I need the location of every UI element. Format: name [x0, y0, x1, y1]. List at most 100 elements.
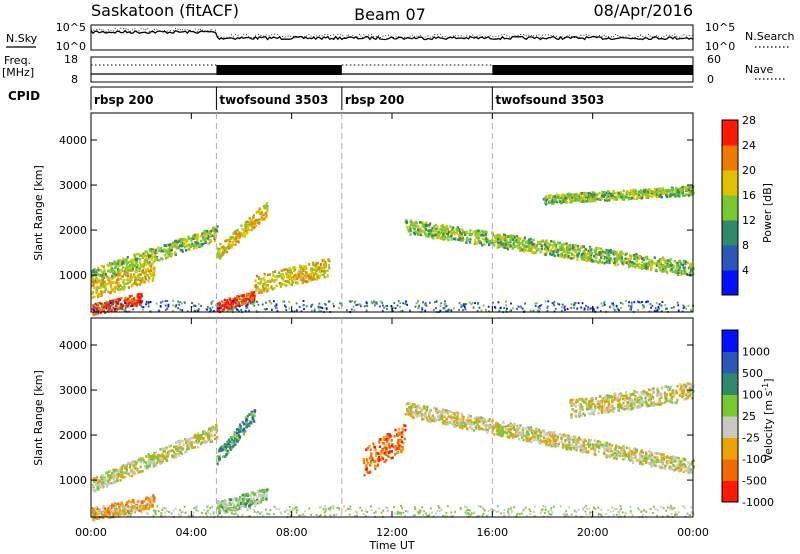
- ground-scatter-cell: [248, 300, 251, 303]
- echo-cell: [314, 263, 317, 267]
- echo-cell: [689, 268, 693, 272]
- echo-cell: [690, 190, 693, 193]
- ground-scatter-cell: [396, 304, 399, 307]
- echo-cell: [554, 244, 557, 248]
- echo-cell: [565, 252, 568, 255]
- echo-cell: [142, 507, 145, 510]
- echo-cell: [104, 286, 107, 289]
- echo-cell: [139, 261, 142, 264]
- echo-cell: [276, 275, 279, 278]
- echo-cell: [669, 195, 672, 198]
- echo-cell: [279, 273, 282, 276]
- ground-scatter-cell: [285, 306, 287, 309]
- echo-cell: [97, 295, 100, 299]
- echo-cell: [390, 456, 393, 460]
- echo-cell: [461, 239, 465, 242]
- ground-scatter-cell: [198, 303, 200, 306]
- echo-cell: [646, 267, 649, 271]
- ground-scatter-cell: [654, 307, 657, 310]
- echo-cell: [110, 267, 113, 270]
- echo-cell: [272, 274, 275, 277]
- ground-scatter-cell: [401, 309, 404, 312]
- echo-cell: [362, 460, 365, 463]
- echo-cell: [164, 453, 167, 457]
- echo-cell: [401, 448, 405, 452]
- ground-scatter-cell: [600, 302, 603, 305]
- echo-cell: [559, 255, 562, 258]
- echo-cell: [205, 432, 208, 435]
- echo-cell: [452, 237, 456, 240]
- ground-scatter-cell: [657, 307, 660, 310]
- echo-cell: [409, 233, 412, 236]
- echo-cell: [578, 193, 581, 197]
- echo-cell: [187, 440, 190, 443]
- ground-scatter-cell: [558, 303, 561, 306]
- echo-cell: [143, 465, 147, 468]
- echo-cell: [92, 280, 95, 284]
- echo-cell: [213, 226, 216, 229]
- echo-cell: [253, 500, 256, 503]
- echo-cell: [628, 265, 631, 269]
- echo-cell: [496, 246, 499, 249]
- echo-cell: [91, 284, 94, 287]
- echo-cell: [144, 504, 147, 508]
- echo-cell: [680, 273, 683, 276]
- echo-cell: [246, 418, 249, 421]
- echo-cell: [671, 193, 674, 196]
- echo-cell: [275, 284, 278, 287]
- echo-cell: [127, 267, 130, 270]
- echo-cell: [399, 444, 402, 448]
- echo-cell: [243, 301, 246, 305]
- echo-cell: [218, 448, 221, 451]
- cpid-label: CPID: [8, 89, 40, 103]
- echo-cell: [107, 301, 110, 304]
- echo-cell: [104, 514, 107, 518]
- echo-cell: [606, 197, 609, 200]
- echo-cell: [638, 262, 641, 266]
- echo-cell: [258, 212, 262, 215]
- echo-cell: [283, 283, 286, 286]
- ground-scatter-cell: [422, 301, 424, 304]
- echo-cell: [108, 303, 111, 306]
- echo-cell: [139, 460, 142, 464]
- echo-cell: [198, 245, 201, 249]
- echo-cell: [103, 507, 106, 510]
- echo-cell: [388, 446, 391, 449]
- echo-cell: [103, 280, 106, 284]
- echo-cell: [593, 195, 596, 199]
- echo-cell: [246, 500, 249, 503]
- echo-cell: [103, 304, 106, 307]
- echo-cell: [155, 463, 158, 466]
- echo-cell: [675, 266, 678, 269]
- ground-scatter-cell: [385, 305, 388, 308]
- echo-cell: [106, 510, 109, 514]
- echo-cell: [260, 498, 263, 502]
- echo-cell: [237, 504, 240, 507]
- echo-cell: [207, 237, 210, 240]
- echo-cell: [241, 420, 244, 424]
- echo-cell: [271, 271, 275, 274]
- echo-cell: [117, 469, 121, 473]
- echo-cell: [587, 195, 590, 198]
- echo-cell: [97, 267, 100, 270]
- echo-cell: [378, 445, 381, 449]
- echo-cell: [650, 267, 653, 270]
- echo-cell: [366, 446, 369, 450]
- ground-scatter-cell: [615, 306, 618, 309]
- echo-cell: [609, 257, 612, 260]
- echo-cell: [675, 264, 678, 268]
- ground-scatter-cell: [325, 307, 328, 310]
- ground-scatter-cell: [646, 300, 648, 303]
- echo-cell: [120, 296, 123, 300]
- echo-cell: [427, 235, 430, 238]
- echo-cell: [546, 246, 549, 250]
- echo-cell: [544, 245, 547, 248]
- ground-scatter-cell: [612, 304, 615, 307]
- echo-cell: [646, 257, 649, 260]
- echo-cell: [692, 267, 695, 270]
- echo-cell: [458, 425, 461, 429]
- echo-cell: [658, 266, 662, 270]
- echo-cell: [558, 241, 561, 245]
- echo-cell: [621, 454, 624, 457]
- echo-cell: [227, 438, 231, 442]
